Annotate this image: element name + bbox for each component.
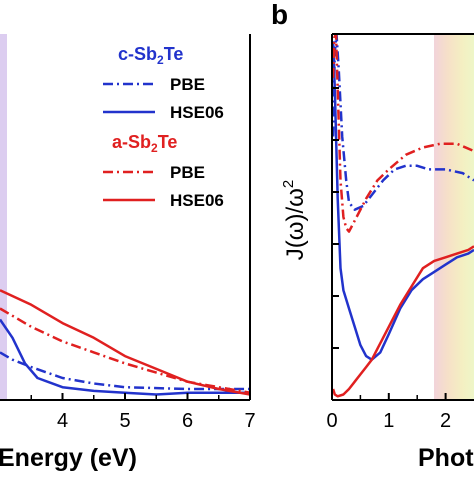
- legend-label-c-pbe: PBE: [170, 75, 205, 94]
- panel-a-ticks: 4 5 6 7: [30, 393, 256, 432]
- panel-b-series-a-sb2te-pbe: [332, 34, 474, 233]
- legend-group-c-sb2te: c-Sb2Te: [118, 44, 183, 67]
- panel-a-xlabel: Energy (eV): [0, 444, 137, 472]
- panel-a-series-a-sb2te-pbe: [0, 307, 250, 394]
- legend-label-c-hse06: HSE06: [170, 103, 224, 122]
- panel-b-label: b: [271, 0, 288, 30]
- panel-a-series-c-sb2te-pbe: [0, 351, 250, 391]
- panel-b-xtick-label-2: 2: [440, 410, 451, 432]
- panel-a-series-a-sb2te-hse06: [0, 289, 250, 396]
- panel-b-highlight-band: [434, 34, 474, 400]
- legend: c-Sb2Te PBE HSE06 a-Sb2Te PBE HSE06: [103, 44, 224, 210]
- panel-a-xtick-label-4: 4: [57, 410, 68, 432]
- panel-a-series-c-sb2te-hse06: [0, 318, 250, 396]
- panel-a-xtick-label-6: 6: [182, 410, 193, 432]
- panel-b-yticks: [332, 87, 339, 349]
- legend-label-a-pbe: PBE: [170, 163, 205, 182]
- panel-a-xtick-label-5: 5: [119, 410, 130, 432]
- panel-b-xtick-label-0: 0: [326, 410, 337, 432]
- panel-b-ylabel-main: J(ω)/ω: [282, 188, 309, 260]
- panel-b-ylabel-sup: 2: [280, 180, 297, 188]
- panel-b-ylabel: J(ω)/ω2: [280, 180, 309, 260]
- panel-a-series-group: [0, 289, 250, 396]
- panel-b-xlabel: Phot: [418, 444, 474, 472]
- panel-a-xtick-label-7: 7: [244, 410, 255, 432]
- panel-b-xticks: 0 1 2: [326, 393, 451, 432]
- panel-b-xtick-label-1: 1: [383, 410, 394, 432]
- legend-group-a-sb2te: a-Sb2Te: [112, 132, 177, 155]
- panel-b-series-c-sb2te-hse06: [332, 41, 474, 361]
- panel-a-highlight-band: [0, 34, 7, 400]
- panel-a: 4 5 6 7 Energy (eV) c-Sb2Te PBE HSE06 a-Sb2…: [0, 34, 256, 472]
- panel-b-series-group: [332, 34, 474, 398]
- legend-label-a-hse06: HSE06: [170, 191, 224, 210]
- panel-b-series-a-sb2te-hse06: [332, 245, 474, 398]
